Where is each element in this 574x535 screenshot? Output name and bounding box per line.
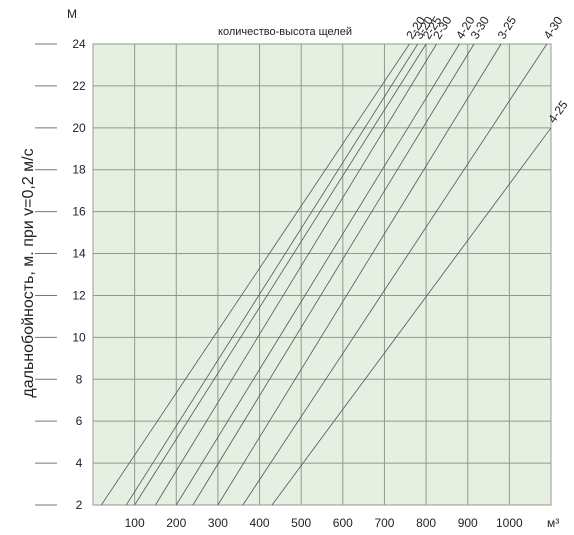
top-label: количество-высота щелей <box>218 26 352 38</box>
grid-horizontal <box>93 43 551 506</box>
x-axis-ticks: 100 200 300 400 500 600 700 800 900 1000 <box>125 516 523 530</box>
series-line <box>125 43 419 506</box>
series-label: 4-30 <box>541 14 566 42</box>
x-tick-label: 600 <box>333 516 353 530</box>
series-line <box>134 43 427 506</box>
y-unit-label: М <box>67 7 77 21</box>
series-line <box>242 43 548 506</box>
series-line <box>100 43 410 506</box>
x-tick-label: 900 <box>458 516 478 530</box>
y-tick-label: 6 <box>76 414 83 428</box>
series-line <box>271 127 552 506</box>
plot-area <box>92 43 552 506</box>
y-tick-label: 22 <box>72 79 86 93</box>
x-tick-label: 700 <box>374 516 394 530</box>
y-tick-label: 4 <box>76 456 83 470</box>
y-tick-label: 12 <box>72 288 86 302</box>
x-unit-label: м³ <box>547 516 559 530</box>
y-tick-label: 2 <box>76 498 83 512</box>
series-lines <box>100 43 552 506</box>
x-tick-label: 100 <box>125 516 145 530</box>
y-axis-title: дальнобойность, м. при v=0,2 м/с <box>20 148 37 397</box>
x-tick-label: 400 <box>250 516 270 530</box>
y-tick-label: 18 <box>72 163 86 177</box>
y-tick-label: 14 <box>72 247 86 261</box>
y-tick-label: 10 <box>72 330 86 344</box>
x-tick-label: 300 <box>208 516 228 530</box>
y-tick-label: 8 <box>76 372 83 386</box>
y-tick-label: 24 <box>72 37 86 51</box>
x-tick-label: 800 <box>416 516 436 530</box>
x-tick-label: 500 <box>291 516 311 530</box>
y-tick-label: 16 <box>72 205 86 219</box>
series-label: 3-25 <box>495 14 520 42</box>
x-tick-label: 200 <box>166 516 186 530</box>
series-line <box>175 43 460 506</box>
series-line <box>192 43 475 506</box>
y-tick-label: 20 <box>72 121 86 135</box>
series-line <box>217 43 502 506</box>
x-tick-label: 1000 <box>496 516 523 530</box>
grid-vertical <box>134 44 510 505</box>
series-line <box>155 43 437 506</box>
